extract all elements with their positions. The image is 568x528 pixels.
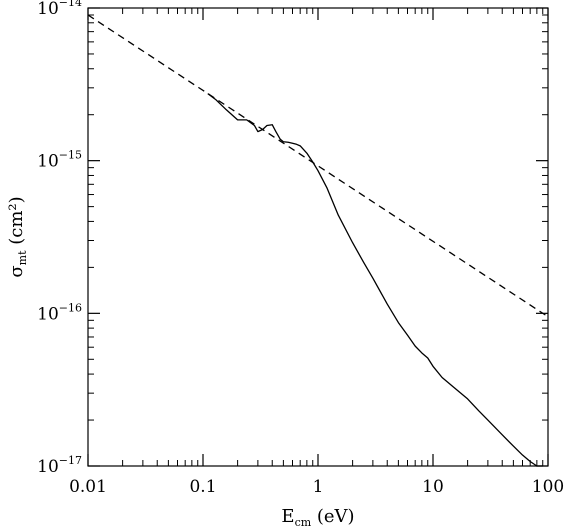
dashed-series-line bbox=[87, 14, 549, 318]
minor-ticks bbox=[88, 8, 548, 466]
major-ticks bbox=[87, 7, 549, 467]
y-tick-base: 10 bbox=[37, 304, 59, 324]
x-axis-label: Ecm (eV) bbox=[281, 506, 354, 528]
y-tick-label: 10−15 bbox=[37, 149, 82, 172]
x-axis-label-rest: (eV) bbox=[311, 506, 354, 527]
x-axis-label-sub: cm bbox=[295, 516, 312, 528]
x-tick-label: 0.1 bbox=[189, 477, 216, 497]
y-tick-label: 10−14 bbox=[37, 0, 82, 19]
y-tick-exponent: −14 bbox=[59, 0, 82, 9]
y-axis-label: σmt (cm²) bbox=[6, 196, 29, 277]
x-tick-label: 1 bbox=[313, 477, 324, 497]
y-tick-exponent: −15 bbox=[59, 149, 82, 162]
series-layer bbox=[87, 14, 549, 467]
y-tick-base: 10 bbox=[37, 152, 59, 172]
y-axis-label-main: σ bbox=[6, 265, 27, 277]
x-axis-label-main: E bbox=[281, 506, 294, 527]
y-tick-label: 10−17 bbox=[37, 454, 82, 477]
x-tick-label: 10 bbox=[422, 477, 444, 497]
x-tick-label: 0.01 bbox=[69, 477, 107, 497]
y-tick-base: 10 bbox=[37, 0, 59, 19]
y-tick-exponent: −17 bbox=[59, 454, 82, 467]
y-tick-exponent: −16 bbox=[59, 301, 82, 314]
y-tick-label: 10−16 bbox=[37, 301, 82, 324]
x-tick-label: 100 bbox=[532, 477, 564, 497]
y-tick-base: 10 bbox=[37, 457, 59, 477]
y-axis-label-rest: (cm²) bbox=[6, 196, 27, 250]
x-tick-labels: 0.01 0.1 1 10 100 bbox=[69, 477, 564, 497]
plot-frame bbox=[87, 7, 549, 467]
y-axis-label-sub: mt bbox=[16, 250, 29, 265]
